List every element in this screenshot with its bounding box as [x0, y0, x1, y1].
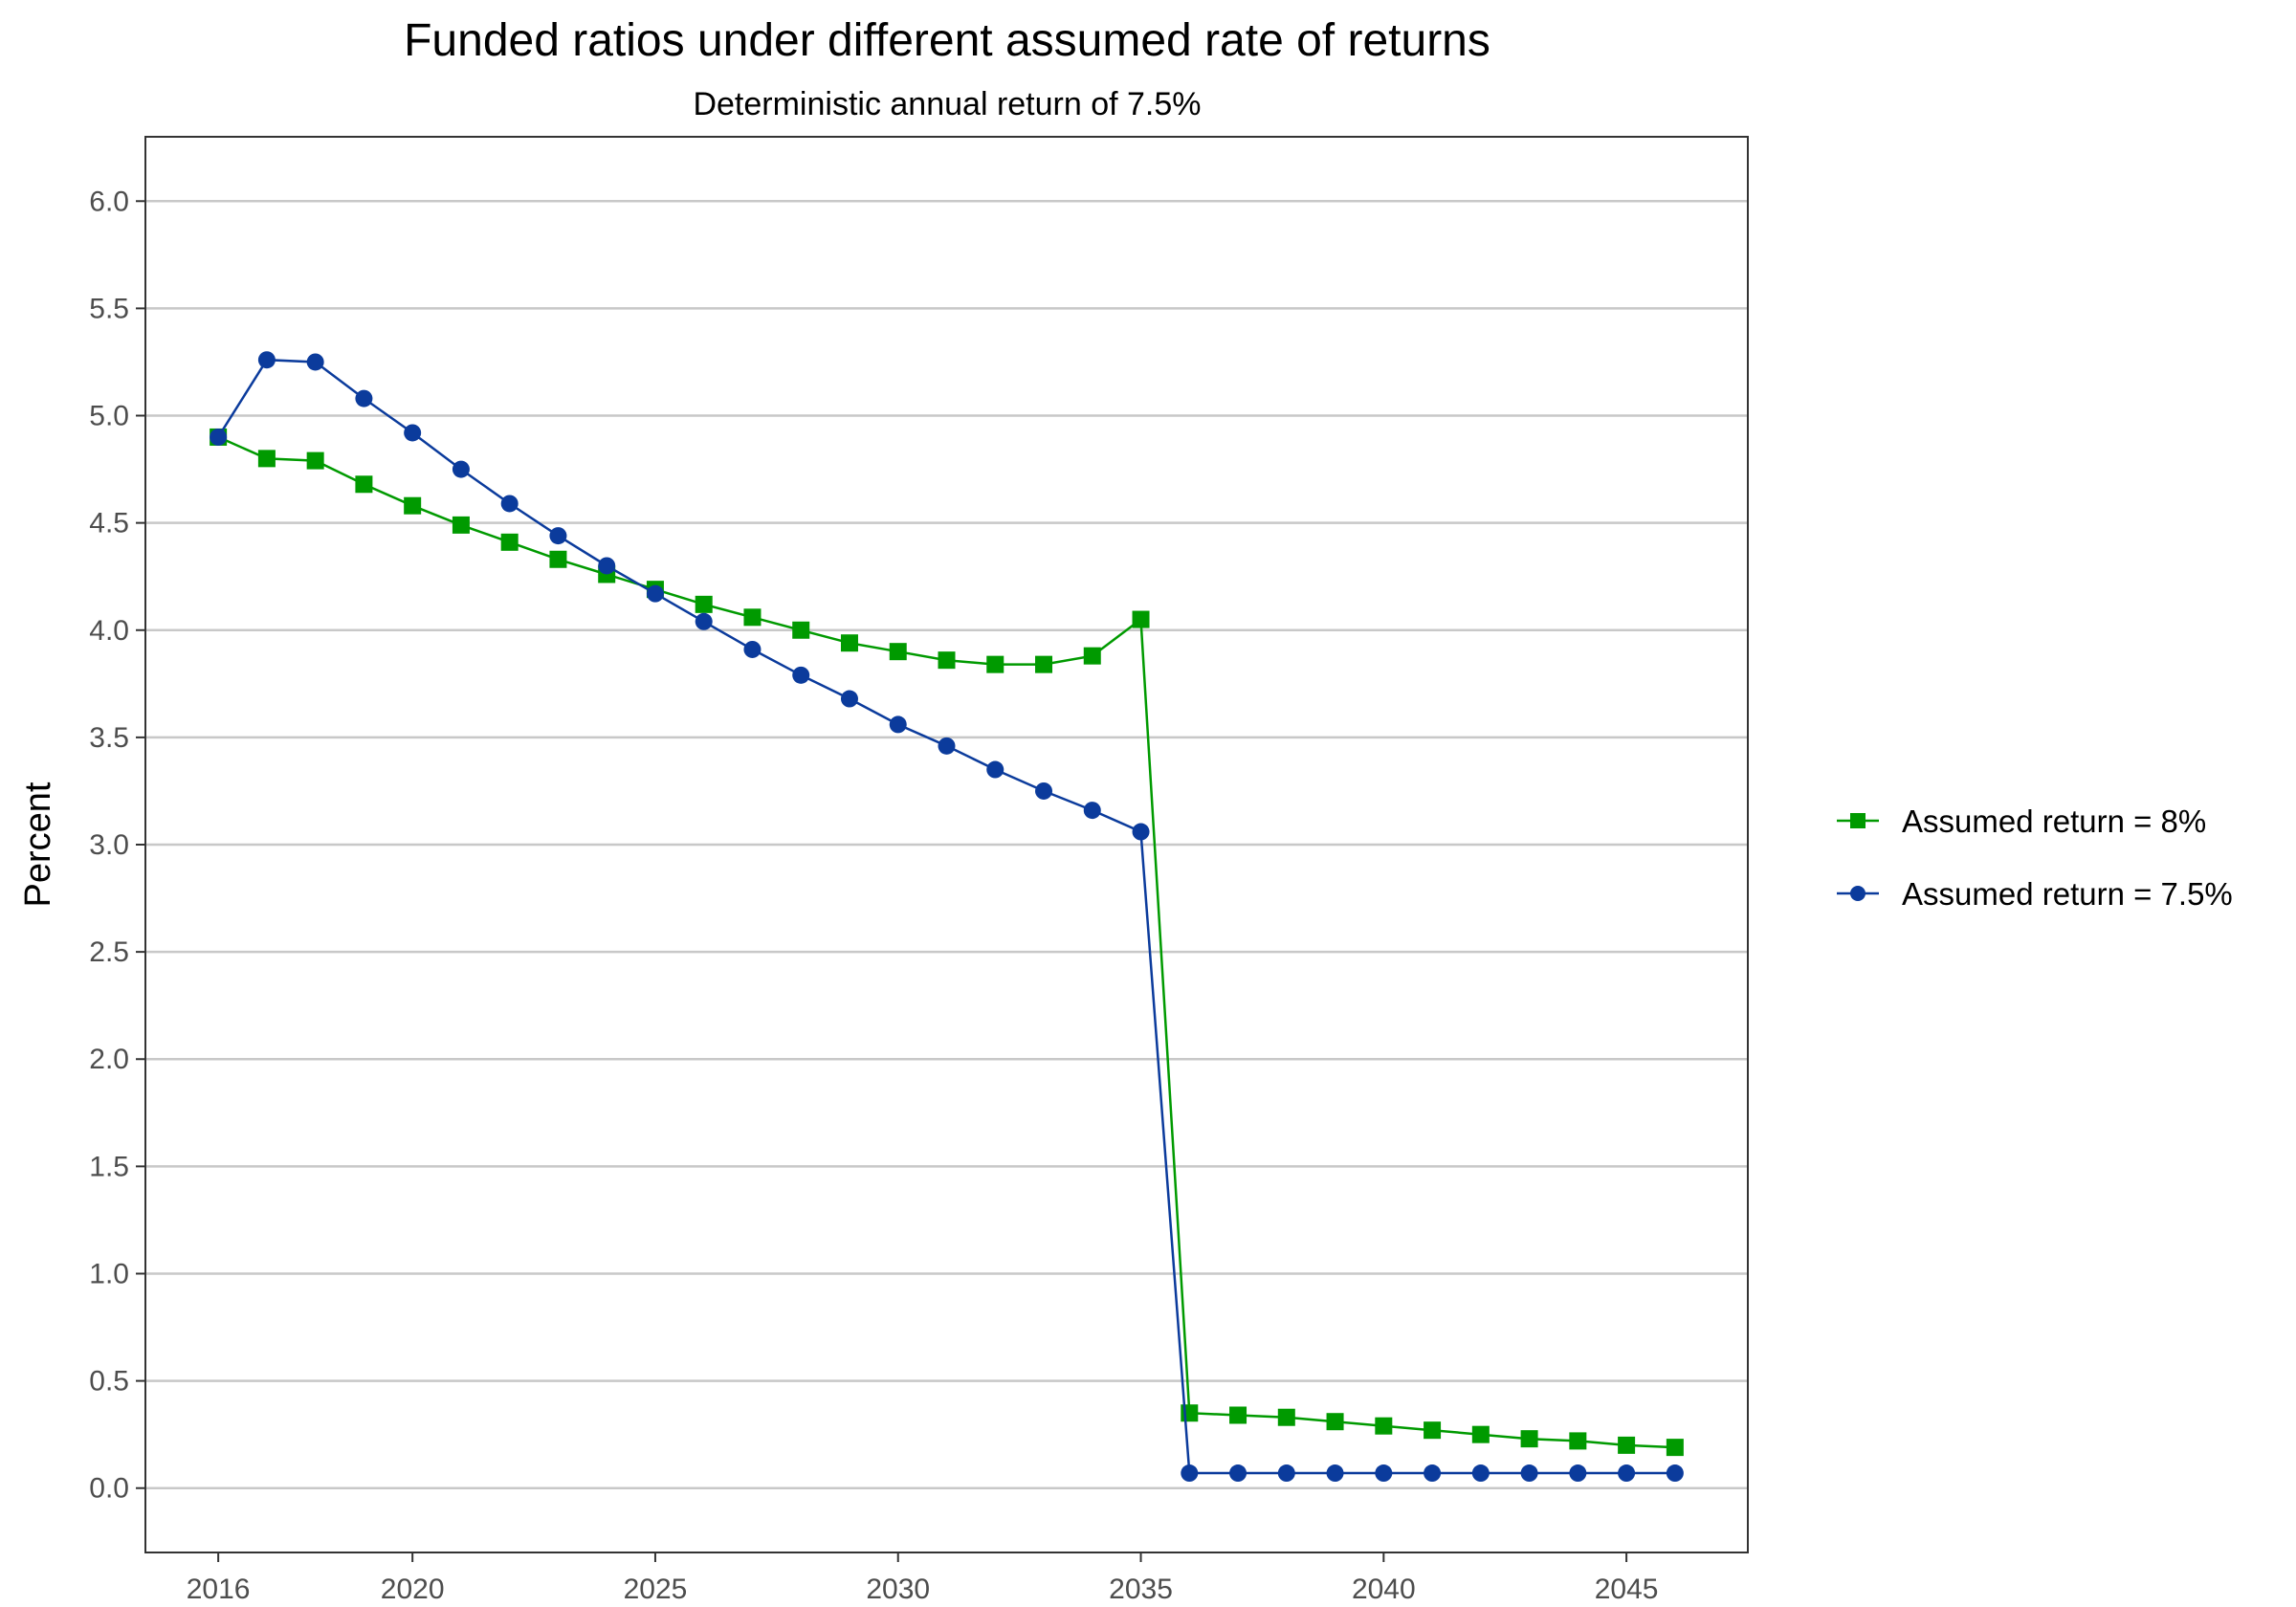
data-point [1666, 1464, 1684, 1483]
data-point [549, 550, 567, 568]
data-point [1569, 1464, 1587, 1483]
data-point [1132, 823, 1150, 841]
data-point [404, 424, 422, 442]
x-tick-label: 2025 [624, 1574, 688, 1605]
y-tick-label: 1.0 [89, 1258, 129, 1289]
data-point [1375, 1417, 1393, 1435]
data-point [1618, 1464, 1636, 1483]
data-point [1083, 802, 1101, 820]
data-point [646, 584, 664, 603]
data-point [938, 737, 956, 755]
data-point [1471, 1464, 1490, 1483]
data-point [695, 612, 713, 630]
data-point [355, 389, 373, 407]
legend-key-marker [1850, 886, 1866, 901]
data-point [257, 450, 276, 468]
x-tick-label: 2016 [187, 1574, 251, 1605]
y-tick-label: 6.0 [89, 186, 129, 217]
data-point [1520, 1430, 1538, 1448]
chart-subtitle: Deterministic annual return of 7.5% [693, 86, 1201, 122]
x-tick-label: 2030 [866, 1574, 930, 1605]
y-tick-label: 2.0 [89, 1044, 129, 1075]
x-tick-label: 2040 [1352, 1574, 1416, 1605]
y-tick-label: 2.5 [89, 936, 129, 968]
data-point [1520, 1464, 1538, 1483]
data-point [986, 760, 1004, 779]
y-axis-label: Percent [18, 781, 58, 907]
data-point [404, 496, 422, 515]
data-point [500, 495, 519, 513]
data-point [986, 655, 1004, 673]
data-point [840, 690, 858, 708]
data-point [889, 715, 907, 734]
y-axis: 0.0 0.5 1.0 1.5 2.0 2.5 3.0 3.5 4.0 4.5 5.0 5.5 6.0 [89, 186, 145, 1505]
data-point [257, 351, 276, 369]
data-point [1569, 1432, 1587, 1450]
legend-label: Assumed return = 7.5% [1902, 876, 2233, 912]
data-point [1326, 1413, 1344, 1431]
data-point [306, 451, 324, 470]
y-tick-label: 4.5 [89, 508, 129, 539]
legend: Assumed return = 8% Assumed return = 7.5% [1837, 804, 2233, 912]
data-point [1326, 1464, 1344, 1483]
data-point [1618, 1436, 1636, 1454]
data-point [452, 516, 470, 534]
data-point [792, 666, 810, 684]
data-point [792, 621, 810, 639]
data-point [452, 460, 470, 478]
legend-label: Assumed return = 8% [1902, 804, 2206, 839]
x-tick-label: 2045 [1595, 1574, 1659, 1605]
data-point [500, 533, 519, 551]
data-point [938, 651, 956, 670]
data-point [1229, 1406, 1247, 1424]
data-point [1181, 1464, 1199, 1483]
series-2 [210, 351, 1684, 1483]
series-line [217, 358, 1675, 1475]
chart-title: Funded ratios under different assumed ra… [404, 15, 1490, 66]
series-line [217, 435, 1675, 1449]
legend-item-1: Assumed return = 8% [1837, 804, 2206, 839]
data-point [1424, 1464, 1442, 1483]
y-tick-label: 0.5 [89, 1366, 129, 1398]
data-point [1277, 1408, 1295, 1426]
data-point [355, 475, 373, 494]
data-point [1375, 1464, 1393, 1483]
legend-item-2: Assumed return = 7.5% [1837, 876, 2233, 912]
series-layer [210, 351, 1684, 1483]
y-tick-label: 5.5 [89, 293, 129, 324]
y-tick-label: 3.5 [89, 722, 129, 754]
data-point [1229, 1464, 1247, 1483]
series-1 [210, 428, 1684, 1457]
y-tick-label: 5.0 [89, 401, 129, 432]
data-point [1083, 647, 1101, 665]
data-point [1035, 781, 1053, 800]
data-point [549, 527, 567, 545]
data-point [1424, 1421, 1442, 1440]
data-point [695, 595, 713, 613]
y-tick-label: 4.0 [89, 615, 129, 647]
data-point [889, 643, 907, 661]
legend-key-marker [1850, 813, 1866, 828]
x-axis: 2016 2020 2025 2030 2035 2040 2045 [187, 1552, 1659, 1605]
data-point [598, 557, 616, 575]
x-tick-label: 2035 [1109, 1574, 1173, 1605]
data-point [1666, 1439, 1684, 1457]
gridlines [145, 200, 1748, 1489]
data-point [1471, 1425, 1490, 1443]
data-point [210, 428, 228, 446]
data-point [1277, 1464, 1295, 1483]
data-point [306, 353, 324, 371]
data-point [743, 608, 762, 627]
data-point [743, 640, 762, 658]
data-point [1035, 655, 1053, 673]
y-tick-label: 3.0 [89, 829, 129, 861]
x-tick-label: 2020 [381, 1574, 445, 1605]
y-tick-label: 0.0 [89, 1473, 129, 1505]
data-point [1132, 610, 1150, 628]
y-tick-label: 1.5 [89, 1151, 129, 1182]
data-point [840, 634, 858, 652]
